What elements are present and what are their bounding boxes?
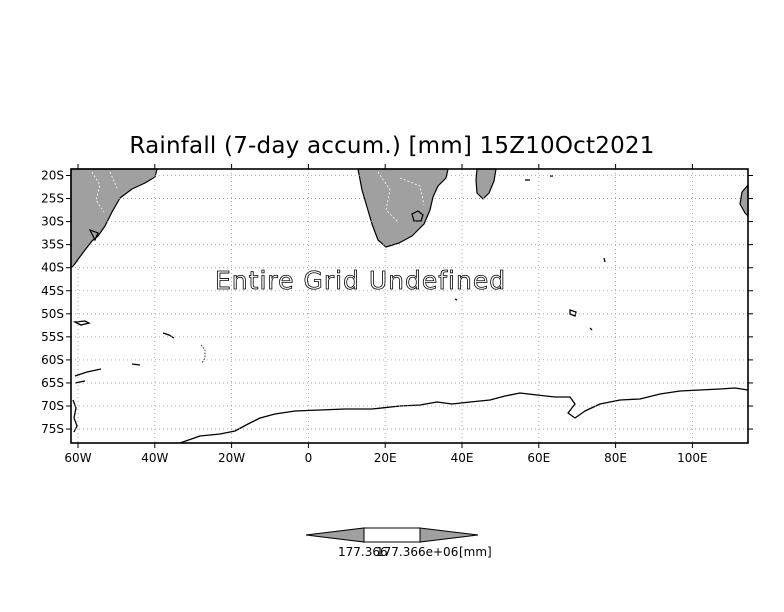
- lat-label: 40S: [41, 261, 64, 275]
- lon-label: 40E: [451, 451, 474, 465]
- lat-label: 25S: [41, 192, 64, 206]
- lon-label: 20W: [218, 451, 245, 465]
- colorbar-middle: [363, 527, 421, 543]
- undefined-grid-notice: Entire Grid Undefined: [215, 266, 506, 295]
- colorbar-unit: [mm]: [459, 545, 492, 559]
- lat-label: 55S: [41, 330, 64, 344]
- longitude-axis: 60W 40W 20W 0 20E 40E 60E 80E 100E: [64, 164, 708, 465]
- lat-label: 60S: [41, 353, 64, 367]
- south-america-land: [70, 168, 158, 269]
- grid-lines: [71, 169, 748, 443]
- colorbar: [305, 527, 479, 543]
- map-title: Rainfall (7-day accum.) [mm] 15Z10Oct202…: [129, 133, 655, 159]
- lon-label: 60E: [527, 451, 550, 465]
- lat-label: 45S: [41, 284, 64, 298]
- lat-label: 20S: [41, 169, 64, 183]
- lon-label: 40W: [141, 451, 168, 465]
- madagascar-land: [475, 168, 497, 200]
- lon-label: 20E: [374, 451, 397, 465]
- lat-label: 30S: [41, 215, 64, 229]
- colorbar-right-value: 177.366e+06: [376, 545, 459, 559]
- africa-land: [357, 168, 449, 248]
- lon-label: 0: [305, 451, 313, 465]
- islands: [72, 175, 606, 433]
- map-frame: [70, 168, 749, 444]
- australia-edge-land: [739, 184, 749, 217]
- colorbar-left-value: 177.366: [338, 545, 388, 559]
- lat-label: 70S: [41, 399, 64, 413]
- lat-label: 75S: [41, 422, 64, 436]
- internal-borders: [91, 171, 425, 223]
- land-masses: [70, 168, 749, 269]
- lat-label: 35S: [41, 238, 64, 252]
- lat-label: 50S: [41, 307, 64, 321]
- lon-label: 80E: [604, 451, 627, 465]
- colorbar-right-arrow: [419, 527, 479, 543]
- lon-label: 60W: [64, 451, 91, 465]
- antarctica-coastline: [179, 387, 749, 444]
- colorbar-left-arrow: [305, 527, 365, 543]
- latitude-axis: 20S 25S 30S 35S 40S 45S 50S 55S 60S 65S 70S 75S: [41, 169, 753, 436]
- lon-label: 100E: [677, 451, 708, 465]
- lat-label: 65S: [41, 376, 64, 390]
